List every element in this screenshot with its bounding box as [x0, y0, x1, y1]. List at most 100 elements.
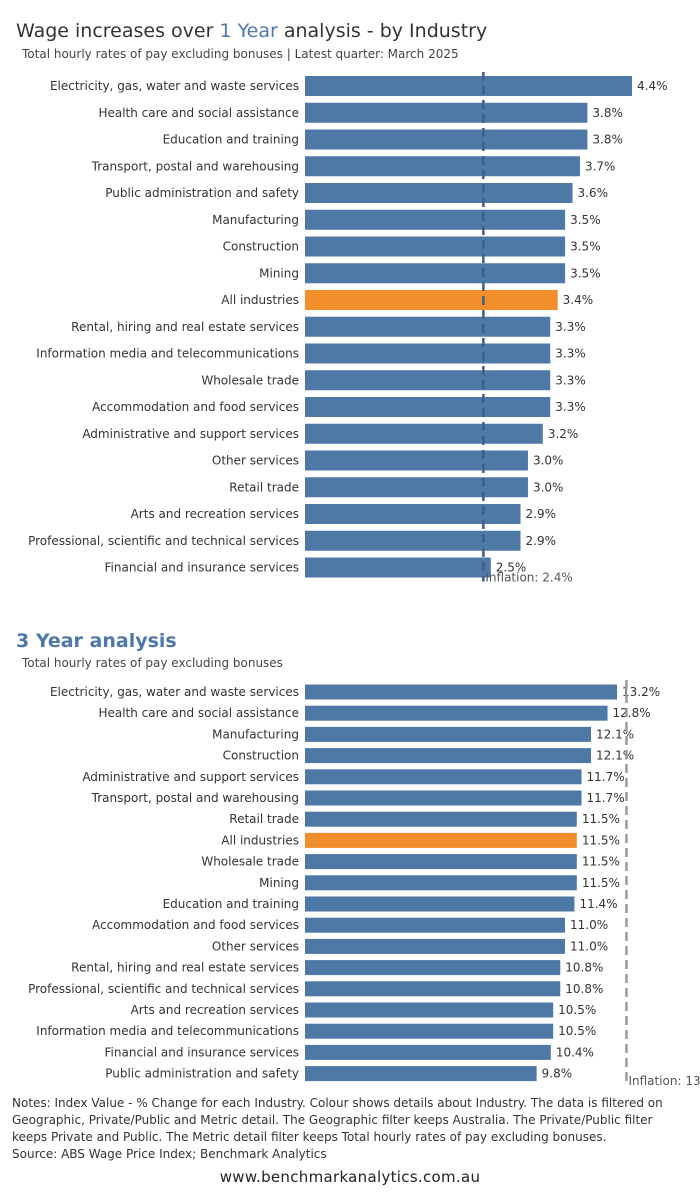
value-label: 11.5% — [582, 876, 620, 890]
category-label: Administrative and support services — [82, 427, 299, 441]
category-label: Other services — [212, 939, 299, 953]
bar — [305, 960, 561, 976]
value-label: 2.9% — [526, 534, 557, 548]
category-label: Electricity, gas, water and waste servic… — [50, 685, 299, 699]
value-label: 2.9% — [526, 507, 557, 521]
value-label: 10.8% — [565, 982, 603, 996]
bar — [305, 875, 577, 891]
value-label: 4.4% — [637, 79, 668, 93]
bar — [305, 423, 543, 444]
bar-highlight — [305, 290, 558, 310]
category-label: Retail trade — [229, 480, 299, 494]
value-label: 3.2% — [548, 427, 579, 441]
category-label: Rental, hiring and real estate services — [71, 961, 299, 975]
website-url: www.benchmarkanalytics.com.au — [219, 1168, 481, 1186]
value-label: 10.5% — [558, 1024, 596, 1038]
value-label: 9.8% — [542, 1067, 573, 1081]
category-label: Electricity, gas, water and waste servic… — [50, 79, 299, 93]
bar — [305, 1002, 554, 1018]
bar — [305, 854, 577, 870]
category-label: Wholesale trade — [201, 855, 299, 869]
category-label: Information media and telecommunications — [36, 347, 299, 361]
notes-text: Notes: Index Value - % Change for each I… — [12, 1096, 663, 1144]
bar — [305, 705, 608, 721]
notes: Notes: Index Value - % Change for each I… — [12, 1095, 688, 1163]
bar — [305, 557, 491, 578]
category-label: Other services — [212, 454, 299, 468]
bar — [305, 769, 582, 785]
bar — [305, 917, 565, 933]
value-label: 3.8% — [592, 133, 623, 147]
bar — [305, 397, 551, 417]
value-label: 3.5% — [570, 266, 601, 280]
value-label: 10.5% — [558, 1003, 596, 1017]
value-label: 3.3% — [555, 320, 586, 334]
value-label: 12.1% — [596, 727, 634, 741]
chart-1-title: Wage increases over 1 Year analysis - by… — [16, 20, 488, 42]
chart-1-subtitle: Total hourly rates of pay excluding bonu… — [22, 47, 459, 61]
value-label: 3.3% — [555, 373, 586, 387]
bar — [305, 76, 632, 96]
category-label: Accommodation and food services — [92, 918, 299, 932]
value-label: 3.3% — [555, 347, 586, 361]
bar — [305, 343, 551, 364]
value-label: 2.5% — [496, 561, 526, 575]
inflation-reference-label: Inflation: 2.4% — [485, 571, 572, 583]
bar — [305, 129, 588, 150]
value-label: 3.5% — [570, 240, 601, 254]
value-label: 11.7% — [587, 791, 625, 805]
bar — [305, 1044, 551, 1060]
category-label: Mining — [259, 876, 299, 890]
category-label: Health care and social assistance — [98, 706, 299, 720]
bar — [305, 981, 561, 997]
bar — [305, 811, 577, 827]
category-label: Retail trade — [229, 812, 299, 826]
source-text: Source: ABS Wage Price Index; Benchmark … — [12, 1147, 327, 1161]
bar — [305, 748, 591, 764]
category-label: Education and training — [163, 897, 299, 911]
bar — [305, 236, 566, 257]
bar — [305, 938, 565, 954]
category-label: Administrative and support services — [82, 770, 299, 784]
category-label: Financial and insurance services — [105, 561, 299, 575]
bar — [305, 530, 521, 551]
bar — [305, 209, 566, 230]
category-label: All industries — [221, 293, 299, 307]
category-label: Transport, postal and warehousing — [91, 159, 299, 173]
bar — [305, 726, 591, 742]
value-label: 3.6% — [578, 186, 609, 200]
inflation-reference-label: Inflation: 13.6% — [628, 1074, 700, 1088]
value-label: 3.0% — [533, 454, 564, 468]
category-label: Manufacturing — [212, 727, 299, 741]
value-label: 11.5% — [582, 855, 620, 869]
chart-2-three-year: Electricity, gas, water and waste servic… — [28, 680, 700, 1088]
category-label: Transport, postal and warehousing — [91, 791, 299, 805]
value-label: 11.0% — [570, 939, 608, 953]
chart-1-one-year: Electricity, gas, water and waste servic… — [28, 72, 668, 583]
bar — [305, 316, 551, 337]
category-label: Mining — [259, 266, 299, 280]
chart-2-title: 3 Year analysis — [16, 630, 177, 652]
category-label: Construction — [223, 749, 299, 763]
category-label: Rental, hiring and real estate services — [71, 320, 299, 334]
value-label: 11.0% — [570, 918, 608, 932]
value-label: 3.7% — [585, 159, 616, 173]
category-label: Health care and social assistance — [98, 106, 299, 120]
chart-2-subtitle: Total hourly rates of pay excluding bonu… — [22, 656, 283, 670]
category-label: Accommodation and food services — [92, 400, 299, 414]
value-label: 3.5% — [570, 213, 601, 227]
category-label: Arts and recreation services — [131, 507, 299, 521]
value-label: 13.2% — [622, 685, 660, 699]
bar — [305, 450, 528, 471]
category-label: Financial and insurance services — [105, 1045, 299, 1059]
category-label: All industries — [221, 833, 299, 847]
bar — [305, 156, 580, 177]
value-label: 10.4% — [556, 1045, 594, 1059]
category-label: Public administration and safety — [105, 1067, 299, 1081]
category-label: Information media and telecommunications — [36, 1024, 299, 1038]
category-label: Professional, scientific and technical s… — [28, 534, 299, 548]
category-label: Wholesale trade — [201, 373, 299, 387]
value-label: 11.5% — [582, 833, 620, 847]
bar-highlight — [305, 832, 577, 848]
value-label: 3.8% — [592, 106, 623, 120]
